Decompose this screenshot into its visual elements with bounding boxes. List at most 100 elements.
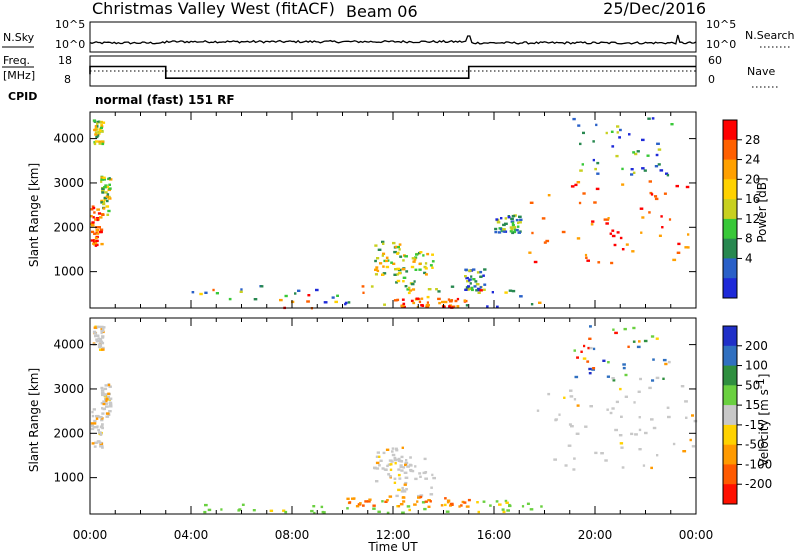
power-cell-6-5 <box>491 291 494 294</box>
vel-cell-6-0 <box>460 504 463 507</box>
power-cell-10-11 <box>519 218 523 221</box>
power-cell-9-1 <box>611 145 615 148</box>
vel-cell-7-30 <box>615 400 619 404</box>
vel-cell-2-34 <box>101 348 105 351</box>
power-cell-9-32 <box>595 123 598 127</box>
power-cell-8-53 <box>611 234 616 238</box>
power-cell-3-11 <box>392 262 396 265</box>
vel-cell-3-1 <box>376 451 380 454</box>
power-cell-2-35 <box>96 122 99 125</box>
power-cell-3-23 <box>390 261 393 264</box>
power-cell-0-12 <box>92 216 95 219</box>
power-cell-6-43 <box>336 294 339 297</box>
power-cell-0-1 <box>95 217 99 220</box>
power-cell-7-28 <box>425 305 430 308</box>
power-cell-6-16 <box>486 305 489 308</box>
vel-cell-8-0 <box>589 325 592 328</box>
vel-cell-7-26 <box>642 464 646 467</box>
vel-cell-1-12 <box>108 385 112 388</box>
vel-cell-6-5 <box>417 496 421 499</box>
power-cell-8-5 <box>586 259 590 262</box>
vel-colorbar-label-1: 100 <box>745 359 768 373</box>
vel-cell-3-16 <box>395 449 399 452</box>
vel-cell-0-37 <box>98 431 102 434</box>
power-cell-7-27 <box>402 304 405 307</box>
power-cell-8-51 <box>595 187 600 191</box>
vel-colorbar-label-3: 15 <box>745 398 760 412</box>
noise-left-tick-top: 10^5 <box>55 18 85 31</box>
power-cell-6-24 <box>331 296 335 299</box>
vel-cell-5-3 <box>381 500 384 503</box>
power-cell-2-31 <box>93 128 97 132</box>
power-cell-4-37 <box>396 273 399 276</box>
power-cell-6-9 <box>383 303 386 306</box>
power-cell-0-31 <box>96 232 100 235</box>
vel-cell-4-21 <box>393 477 397 480</box>
power-cell-7-18 <box>447 298 451 301</box>
power-cell-8-38 <box>570 185 575 188</box>
nave-label: Nave <box>747 65 775 78</box>
power-cell-9-39 <box>577 124 581 127</box>
vel-cell-4-1 <box>414 465 417 468</box>
vel-cell-4-8 <box>432 476 436 480</box>
vel-colorbar-label-5: -50 <box>745 438 765 452</box>
vel-cell-2-8 <box>93 332 98 335</box>
power-cell-4-38 <box>419 251 423 254</box>
power-cell-5-24 <box>468 279 471 282</box>
velocity-colorbar-label: Velocity [m s-1] <box>754 374 771 467</box>
power-cell-9-42 <box>656 142 660 145</box>
power-cell-3-38 <box>393 273 397 276</box>
time-axis-labels: 00:00 04:00 08:00 12:00 16:00 20:00 00:00 <box>73 528 714 542</box>
vel-cell-8-19 <box>643 339 648 343</box>
vel-cell-8-8 <box>632 340 636 343</box>
vel-cell-2-36 <box>97 345 102 349</box>
power-cell-8-45 <box>654 195 658 198</box>
power-cell-0-18 <box>100 242 104 246</box>
power-cell-9-22 <box>628 133 631 136</box>
power-cell-0-5 <box>99 216 103 219</box>
noise-panel: N.Sky 10^5 10^0 10^5 10^0 N.Search <box>2 18 795 53</box>
power-cell-1-18 <box>107 209 111 213</box>
power-cell-8-3 <box>584 253 588 257</box>
vel-cell-7-18 <box>691 414 694 417</box>
vel-cell-8-7 <box>667 360 671 364</box>
vel-cell-7-28 <box>672 442 676 446</box>
vel-cell-8-6 <box>588 367 592 371</box>
power-cell-8-26 <box>648 211 651 214</box>
power-cell-6-44 <box>284 294 288 298</box>
power-cell-2-22 <box>94 133 98 136</box>
power-cell-8-24 <box>672 258 677 262</box>
power-cell-10-0 <box>511 224 515 227</box>
velocity-panel: Slant Range [km] 1000 2000 3000 4000 200 100… <box>27 317 772 515</box>
power-cell-4-31 <box>431 253 434 256</box>
vel-cell-1-13 <box>108 397 113 400</box>
vel-cell-5-2 <box>540 505 543 508</box>
power-cell-3-34 <box>383 259 387 263</box>
power-cell-6-40 <box>215 292 219 295</box>
power-cell-1-0 <box>104 184 108 187</box>
vel-cell-3-27 <box>387 473 391 476</box>
power-cell-6-38 <box>479 289 483 292</box>
vel-colorbar-swatch-2 <box>723 365 737 386</box>
site-title: Christmas Valley West (fitACF) <box>92 0 335 18</box>
power-cell-8-55 <box>654 197 659 201</box>
date-label: 25/Dec/2016 <box>603 0 706 18</box>
power-cell-6-28 <box>426 295 430 299</box>
time-tick-label-4: 16:00 <box>477 528 512 542</box>
vel-cell-6-36 <box>465 505 470 508</box>
power-cell-8-19 <box>676 251 681 254</box>
vel-cell-6-8 <box>427 499 431 502</box>
vel-cell-8-16 <box>586 360 590 363</box>
power-cell-8-18 <box>578 201 582 205</box>
time-tick-label-6: 00:00 <box>679 528 714 542</box>
vel-cell-7-0 <box>573 457 576 460</box>
vel-cell-5-30 <box>204 503 208 507</box>
vel-cell-7-3 <box>693 419 698 423</box>
power-cell-5-36 <box>474 280 478 283</box>
vel-cell-5-44 <box>372 507 376 510</box>
power-cell-7-10 <box>415 297 420 300</box>
vel-cell-5-14 <box>502 510 506 514</box>
power-cell-4-18 <box>426 252 430 256</box>
vel-cell-4-31 <box>394 462 397 465</box>
power-cell-1-25 <box>102 202 106 206</box>
